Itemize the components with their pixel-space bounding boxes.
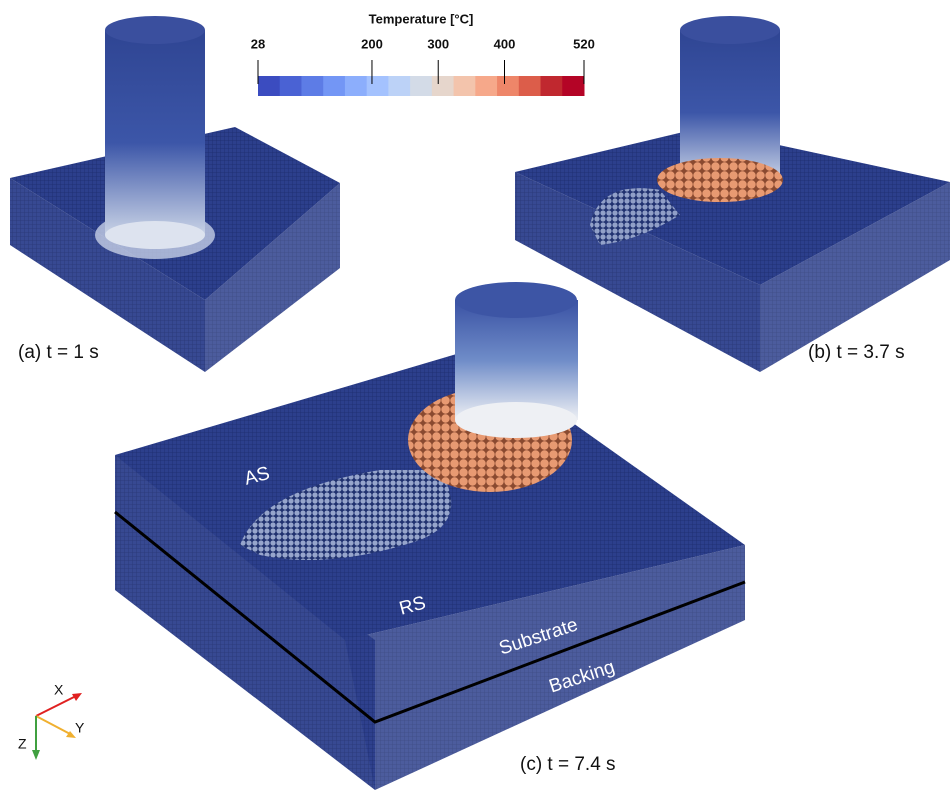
axis-triad: X Y Z: [18, 682, 85, 760]
panel-label: (c) t = 7.4 s: [520, 754, 616, 775]
panel-a: (a) t = 1 s: [10, 16, 340, 372]
colorbar-segment: [323, 76, 345, 96]
axis-label: Y: [75, 720, 85, 736]
colorbar-segment: [345, 76, 367, 96]
colorbar-segment: [497, 76, 519, 96]
colorbar-segment: [388, 76, 410, 96]
axis-label: Z: [18, 736, 27, 752]
panel-label: (b) t = 3.7 s: [808, 342, 905, 363]
colorbar-tick-label: 200: [361, 36, 383, 51]
colorbar-segment: [454, 76, 476, 96]
axis-label: X: [54, 682, 64, 698]
colorbar-tick-label: 520: [573, 36, 595, 51]
colorbar-segment: [562, 76, 584, 96]
figure: (a) t = 1 s (b) t = 3.7 s AS RS Substrat…: [0, 0, 952, 792]
colorbar-segment: [432, 76, 454, 96]
colorbar-tick-label: 300: [427, 36, 449, 51]
colorbar-segment: [541, 76, 563, 96]
panel-b: (b) t = 3.7 s: [515, 16, 950, 372]
panel-label: (a) t = 1 s: [18, 342, 99, 363]
colorbar-segment: [367, 76, 389, 96]
colorbar-segment: [258, 76, 280, 96]
colorbar-segment: [475, 76, 497, 96]
colorbar-title: Temperature [°C]: [369, 11, 474, 26]
colorbar-tick-label: 28: [251, 36, 265, 51]
colorbar-segment: [301, 76, 323, 96]
colorbar: Temperature [°C] 28 200 300 400 520: [251, 11, 595, 96]
colorbar-tick-label: 400: [494, 36, 516, 51]
colorbar-segment: [410, 76, 432, 96]
colorbar-segment: [519, 76, 541, 96]
colorbar-segment: [280, 76, 302, 96]
